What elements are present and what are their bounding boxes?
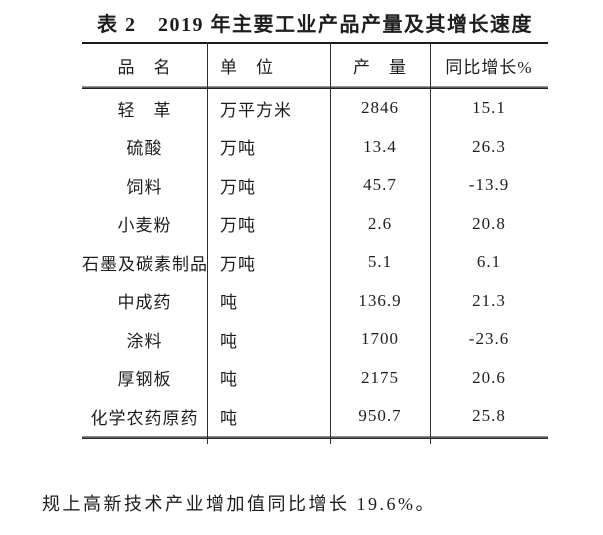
output-value-cell: 136.9 (358, 290, 402, 310)
table-row: 厚钢板 吨 2175 20.6 (82, 359, 548, 398)
table-bottom-rule (82, 435, 548, 439)
table-row: 化学农药原药 吨 950.7 25.8 (82, 397, 548, 436)
product-name-cell: 化学农药原药 (90, 408, 199, 428)
product-name-cell: 饲料 (126, 177, 163, 197)
table-row: 小麦粉 万吨 2.6 20.8 (82, 205, 548, 244)
unit-cell: 万吨 (220, 254, 256, 274)
table-title: 表 2 2019 年主要工业产品产量及其增长速度 (97, 14, 533, 36)
industrial-output-table: 品 名 单 位 产 量 同比增长% 轻 革万平方米 2846 15.1 硫酸 万吨 13.… (82, 42, 548, 444)
growth-value-cell: 26.3 (472, 136, 506, 156)
column-divider-3 (430, 42, 431, 444)
table-row: 饲料 万吨 45.7 -13.9 (82, 166, 548, 205)
product-name-cell: 厚钢板 (117, 370, 172, 390)
unit-cell: 万吨 (220, 139, 256, 159)
table-row: 涂料 吨 1700 -23.6 (82, 320, 548, 359)
output-value-cell: 2846 (361, 98, 399, 118)
table-top-rule (82, 42, 548, 44)
product-name-cell: 轻 革 (117, 100, 172, 120)
growth-value-cell: 20.6 (472, 367, 506, 387)
footer-note: 规上高新技术产业增加值同比增长 19.6%。 (42, 494, 436, 514)
header-separator-rule (82, 86, 548, 89)
unit-cell: 吨 (220, 293, 238, 313)
table-row: 轻 革 万平方米 2846 15.1 (82, 89, 548, 128)
product-name-cell: 小麦粉 (117, 216, 172, 236)
output-value-cell: 1700 (361, 329, 399, 349)
header-yoy-growth: 同比增长% (445, 57, 533, 77)
product-name-cell: 石墨及碳素制品 (82, 254, 208, 274)
column-divider-2 (330, 42, 331, 444)
table-row: 硫酸 万吨 13.4 26.3 (82, 128, 548, 167)
table-header-row: 品 名 单 位 产 量 同比增长% (82, 44, 548, 86)
table-row: 石墨及碳素制品 万吨 5.1 6.1 (82, 243, 548, 282)
table-body: 轻 革万平方米 2846 15.1 硫酸 万吨 13.4 26.3 饲料 万吨 45.7 -13.9… (82, 89, 548, 436)
product-name-cell: 硫酸 (126, 139, 163, 159)
growth-value-cell: -13.9 (468, 175, 510, 195)
unit-cell: 吨 (220, 331, 238, 351)
unit-cell: 万平方米 (220, 100, 292, 120)
output-value-cell: 13.4 (363, 136, 397, 156)
growth-value-cell: 20.8 (472, 213, 506, 233)
growth-value-cell: 15.1 (472, 98, 506, 118)
unit-cell: 吨 (220, 408, 238, 428)
unit-cell: 万吨 (220, 177, 256, 197)
column-divider-1 (207, 42, 208, 444)
unit-cell: 吨 (220, 370, 238, 390)
header-unit: 单 位 (220, 57, 274, 77)
output-value-cell: 5.1 (367, 252, 393, 272)
output-value-cell: 2.6 (367, 213, 393, 233)
growth-value-cell: 25.8 (472, 406, 506, 426)
header-product-name: 品 名 (117, 57, 172, 77)
output-value-cell: 950.7 (358, 406, 402, 426)
product-name-cell: 涂料 (126, 331, 163, 351)
growth-value-cell: 6.1 (476, 252, 502, 272)
growth-value-cell: -23.6 (468, 329, 510, 349)
output-value-cell: 45.7 (363, 175, 397, 195)
product-name-cell: 中成药 (117, 293, 172, 313)
growth-value-cell: 21.3 (472, 290, 506, 310)
table-row: 中成药 吨 136.9 21.3 (82, 282, 548, 321)
unit-cell: 万吨 (220, 216, 256, 236)
output-value-cell: 2175 (361, 367, 399, 387)
header-output: 产 量 (353, 57, 407, 77)
